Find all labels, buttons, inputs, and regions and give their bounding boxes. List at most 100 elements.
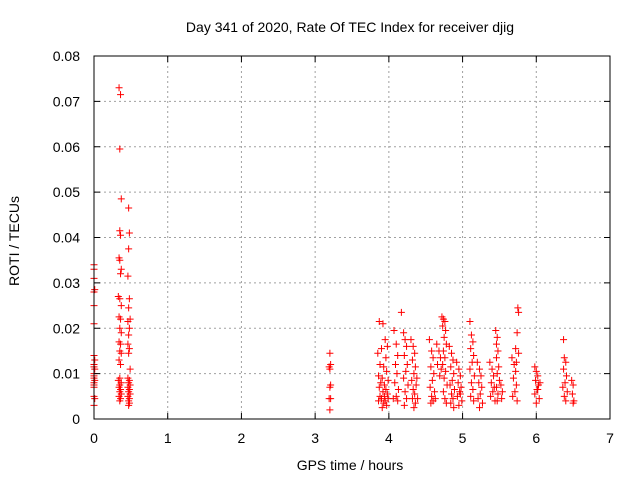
data-point	[125, 295, 133, 303]
data-point	[326, 406, 334, 414]
data-point	[532, 367, 540, 375]
data-point	[409, 342, 417, 350]
data-point	[116, 324, 124, 332]
data-point	[429, 354, 437, 362]
data-point	[379, 320, 387, 328]
data-point	[532, 376, 540, 384]
data-point	[411, 363, 419, 371]
data-point	[467, 345, 475, 353]
data-point	[116, 295, 124, 303]
axis-ticks: 0 1 2 3 4 5 6 7 0 0.01 0.02 0.03 0.04 0.05 0.06 0.07 0.0…	[53, 48, 614, 446]
data-point	[124, 317, 132, 325]
data-point	[536, 379, 544, 387]
x-axis-label: GPS time / hours	[297, 457, 404, 473]
data-point	[400, 351, 408, 359]
data-point	[568, 390, 576, 398]
data-point	[384, 376, 392, 384]
data-point	[470, 372, 478, 380]
data-point	[562, 358, 570, 366]
data-point	[428, 376, 436, 384]
data-point	[378, 404, 386, 412]
data-point	[456, 372, 464, 380]
y-tick-label: 0.07	[53, 93, 80, 109]
data-point	[375, 372, 383, 380]
data-point	[493, 370, 501, 378]
data-point	[380, 363, 388, 371]
data-point	[383, 401, 391, 409]
data-point	[455, 401, 463, 409]
data-point	[125, 331, 133, 339]
data-point	[425, 336, 433, 344]
x-tick-label: 4	[385, 430, 393, 446]
data-point	[401, 336, 409, 344]
data-point	[450, 370, 458, 378]
data-point	[116, 256, 124, 264]
data-point	[439, 361, 447, 369]
data-point	[125, 245, 133, 253]
data-point	[561, 379, 569, 387]
data-point	[91, 395, 99, 403]
data-point	[403, 342, 411, 350]
x-tick-label: 1	[164, 430, 172, 446]
data-point	[414, 395, 422, 403]
y-tick-label: 0.06	[53, 139, 80, 155]
data-point	[392, 340, 400, 348]
data-point	[117, 349, 125, 357]
data-point	[562, 397, 570, 405]
data-point	[476, 365, 484, 373]
data-point	[430, 370, 438, 378]
data-point	[475, 379, 483, 387]
data-point	[534, 372, 542, 380]
data-point	[377, 345, 385, 353]
data-point	[442, 367, 450, 375]
data-point	[445, 342, 453, 350]
data-point	[374, 349, 382, 357]
data-point	[470, 397, 478, 405]
data-point	[467, 331, 475, 339]
data-point	[378, 374, 386, 382]
data-point	[91, 356, 99, 364]
data-point	[473, 358, 481, 366]
data-point	[115, 356, 123, 364]
y-tick-label: 0.08	[53, 48, 80, 64]
data-point	[450, 386, 458, 394]
data-point	[440, 333, 448, 341]
data-point	[442, 327, 450, 335]
x-tick-label: 2	[238, 430, 246, 446]
data-point	[509, 392, 517, 400]
data-point	[495, 363, 503, 371]
data-point	[454, 379, 462, 387]
data-point	[447, 399, 455, 407]
data-point	[397, 308, 405, 316]
data-point	[559, 383, 567, 391]
chart-title: Day 341 of 2020, Rate Of TEC Index for r…	[186, 19, 514, 35]
data-point	[125, 304, 133, 312]
data-point	[326, 349, 334, 357]
data-point	[407, 336, 415, 344]
data-point	[492, 354, 500, 362]
data-point	[512, 367, 520, 375]
data-point	[487, 392, 495, 400]
data-point	[560, 392, 568, 400]
x-tick-label: 0	[90, 430, 98, 446]
data-point	[411, 349, 419, 357]
data-point	[117, 329, 125, 337]
data-point	[478, 383, 486, 391]
data-point	[125, 229, 133, 237]
data-point	[515, 349, 523, 357]
data-point	[458, 397, 466, 405]
data-point	[492, 383, 500, 391]
data-point	[441, 317, 449, 325]
data-point	[375, 383, 383, 391]
x-tick-label: 5	[459, 430, 467, 446]
data-point	[569, 399, 577, 407]
data-point	[512, 381, 520, 389]
data-point	[560, 365, 568, 373]
data-point	[380, 381, 388, 389]
data-point	[535, 395, 543, 403]
data-point	[116, 397, 124, 405]
y-tick-label: 0.02	[53, 320, 80, 336]
data-point	[124, 272, 132, 280]
data-point	[513, 397, 521, 405]
